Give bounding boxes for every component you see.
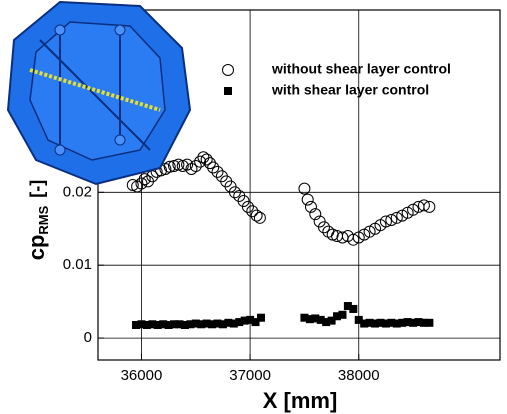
- point: [254, 212, 265, 223]
- y-label-main: cp: [24, 235, 49, 261]
- point: [251, 210, 262, 221]
- point: [349, 305, 357, 313]
- point: [201, 154, 212, 165]
- legend-label: without shear layer control: [271, 61, 451, 77]
- point: [212, 166, 223, 177]
- x-tick-label: 37000: [229, 367, 271, 384]
- model-illustration: [8, 2, 190, 184]
- point: [247, 206, 258, 217]
- point: [425, 319, 433, 327]
- point: [338, 311, 346, 319]
- x-tick-label: 36000: [121, 367, 163, 384]
- y-tick-label: 0.01: [63, 256, 92, 273]
- x-axis-label: X [mm]: [263, 388, 338, 413]
- y-tick-label: 0.02: [63, 183, 92, 200]
- y-label-unit: [-]: [27, 180, 47, 198]
- point: [302, 194, 313, 205]
- point: [257, 314, 265, 322]
- legend-marker: [224, 87, 232, 95]
- y-tick-label: 0: [84, 329, 92, 346]
- y-label-subscript: RMS: [36, 205, 51, 234]
- y-axis-label: cpRMS [-]: [24, 180, 52, 261]
- x-tick-label: 38000: [338, 367, 380, 384]
- chart: X [mm] cpRMS [-] 0 0.01 0.02 36000 37000 38000…: [0, 0, 507, 414]
- legend-label: with shear layer control: [271, 82, 429, 98]
- legend-marker: [223, 65, 234, 76]
